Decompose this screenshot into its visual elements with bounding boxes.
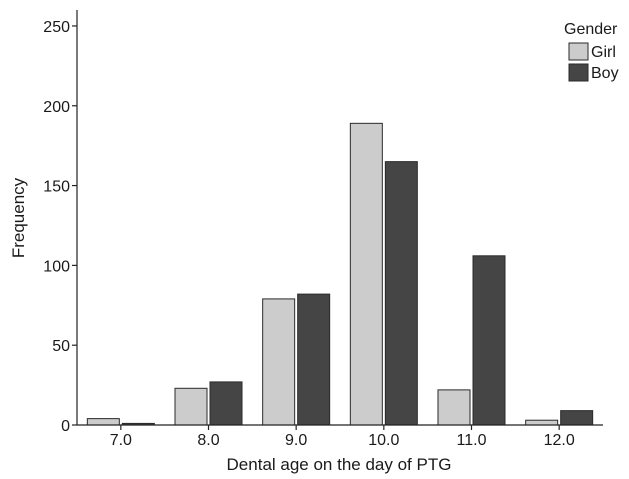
legend-swatch-boy — [568, 63, 589, 82]
legend-label-girl: Girl — [591, 44, 616, 61]
x-axis-ticks: 7.0 8.0 9.0 10.0 11.0 12.0 — [110, 425, 575, 449]
bar-boy-12.0 — [560, 410, 594, 426]
bar-boy-9.0 — [297, 293, 331, 426]
bar-girl-7.0 — [86, 418, 120, 426]
x-tick-label: 8.0 — [197, 432, 219, 449]
x-tick-label: 10.0 — [368, 432, 399, 449]
x-tick-label: 9.0 — [285, 432, 307, 449]
x-axis-label: Dental age on the day of PTG — [227, 455, 452, 474]
bar-boy-8.0 — [209, 381, 243, 426]
y-tick-label: 150 — [43, 179, 70, 196]
y-tick-label: 200 — [43, 99, 70, 116]
legend: Gender Girl Boy — [564, 21, 619, 82]
bar-girl-9.0 — [262, 298, 296, 426]
y-tick-label: 100 — [43, 258, 70, 275]
y-tick-label: 250 — [43, 19, 70, 36]
bar-girl-12.0 — [525, 419, 559, 426]
bar-boy-11.0 — [472, 255, 506, 426]
y-axis-ticks: 0 50 100 150 200 250 — [43, 19, 77, 435]
y-axis-label: Frequency — [9, 177, 28, 258]
legend-swatch-girl — [568, 42, 589, 61]
x-tick-label: 11.0 — [457, 432, 487, 449]
bars-group — [86, 122, 594, 426]
bar-girl-10.0 — [349, 122, 383, 426]
bar-girl-8.0 — [174, 387, 208, 426]
bar-boy-10.0 — [384, 161, 418, 426]
y-tick-label: 50 — [52, 338, 70, 355]
y-tick-label: 0 — [61, 418, 70, 435]
legend-title: Gender — [564, 21, 618, 38]
legend-label-boy: Boy — [591, 65, 619, 82]
bar-girl-11.0 — [437, 389, 471, 426]
x-tick-label: 7.0 — [110, 432, 132, 449]
x-tick-label: 12.0 — [544, 432, 575, 449]
